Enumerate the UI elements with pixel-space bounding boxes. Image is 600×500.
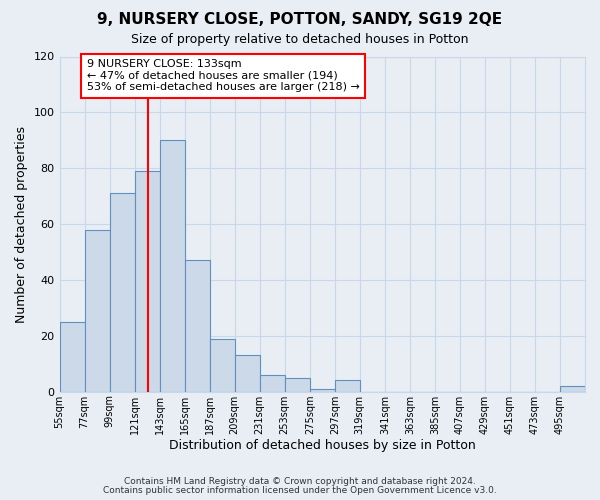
Bar xyxy=(110,194,134,392)
Bar xyxy=(134,171,160,392)
Bar xyxy=(59,322,85,392)
Text: Size of property relative to detached houses in Potton: Size of property relative to detached ho… xyxy=(131,32,469,46)
Bar xyxy=(209,338,235,392)
Text: 9, NURSERY CLOSE, POTTON, SANDY, SG19 2QE: 9, NURSERY CLOSE, POTTON, SANDY, SG19 2Q… xyxy=(97,12,503,28)
Y-axis label: Number of detached properties: Number of detached properties xyxy=(15,126,28,322)
Bar xyxy=(235,356,260,392)
Bar xyxy=(560,386,585,392)
Bar xyxy=(285,378,310,392)
Bar xyxy=(310,389,335,392)
X-axis label: Distribution of detached houses by size in Potton: Distribution of detached houses by size … xyxy=(169,440,476,452)
Bar xyxy=(260,375,285,392)
Text: 9 NURSERY CLOSE: 133sqm
← 47% of detached houses are smaller (194)
53% of semi-d: 9 NURSERY CLOSE: 133sqm ← 47% of detache… xyxy=(87,60,360,92)
Bar xyxy=(160,140,185,392)
Text: Contains public sector information licensed under the Open Government Licence v3: Contains public sector information licen… xyxy=(103,486,497,495)
Text: Contains HM Land Registry data © Crown copyright and database right 2024.: Contains HM Land Registry data © Crown c… xyxy=(124,477,476,486)
Bar xyxy=(335,380,360,392)
Bar xyxy=(85,230,110,392)
Bar xyxy=(185,260,209,392)
